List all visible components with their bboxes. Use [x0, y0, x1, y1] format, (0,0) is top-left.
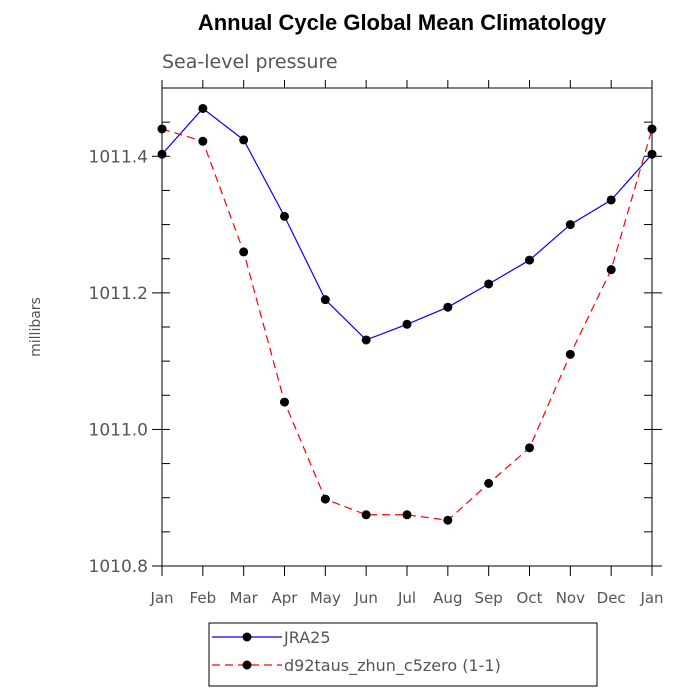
legend-label-2: d92taus_zhun_c5zero (1-1)	[284, 656, 501, 676]
series-1-point	[361, 335, 371, 345]
series-2-point	[402, 510, 412, 520]
y-tick-label: 1011.4	[89, 147, 148, 167]
x-axis: Jan Feb Mar Apr May Jun Jul Aug Sep Oct Nov Dec Jan	[149, 80, 664, 607]
series-1-point	[606, 195, 616, 205]
series-layer	[157, 103, 657, 525]
series-1-point	[198, 103, 208, 113]
x-tick-label: Jan	[149, 589, 173, 607]
x-tick-label: Jun	[353, 589, 377, 607]
legend-label-1: JRA25	[283, 628, 331, 647]
legend-marker-2	[242, 660, 252, 670]
x-tick-label: Feb	[190, 589, 217, 607]
series-1-point	[402, 319, 412, 329]
x-tick-label: Dec	[597, 589, 626, 607]
series-1-point	[280, 211, 289, 221]
x-tick-label: Mar	[230, 589, 259, 607]
legend-box	[208, 622, 598, 687]
x-tick-label: Sep	[475, 589, 503, 607]
chart-subtitle: Sea-level pressure	[162, 51, 338, 73]
legend-marker-1	[242, 632, 252, 642]
series-2-point	[280, 397, 289, 407]
chart-title: Annual Cycle Global Mean Climatology	[198, 10, 607, 35]
x-tick-label: Nov	[556, 589, 585, 607]
series-1-point	[647, 149, 657, 159]
series-1-point	[443, 302, 453, 312]
series-2-point	[647, 124, 657, 134]
x-tick-label: Jan	[639, 589, 663, 607]
series-2-point	[525, 443, 534, 453]
x-tick-label: May	[310, 589, 341, 607]
series-1-point	[239, 135, 249, 145]
y-axis: 1010.8 1011.0 1011.2 1011.4	[89, 87, 662, 577]
series-2-point	[198, 136, 208, 146]
series-2-point	[361, 510, 371, 520]
series-2-point	[484, 478, 494, 488]
series-2-point	[606, 265, 616, 275]
x-tick-label: Jul	[397, 589, 416, 607]
x-tick-label: Oct	[517, 589, 543, 607]
series-1-point	[525, 255, 534, 265]
x-tick-label: Aug	[433, 589, 462, 607]
series-2-point	[443, 515, 453, 525]
legend: JRA25 d92taus_zhun_c5zero (1-1)	[208, 622, 598, 687]
series-1-point	[484, 279, 494, 289]
x-tick-label: Apr	[272, 589, 299, 607]
series-2-point	[157, 124, 167, 134]
series-1-point	[157, 149, 167, 159]
y-tick-label: 1010.8	[89, 557, 148, 577]
series-1-point	[320, 295, 330, 305]
series-2-point	[239, 247, 249, 257]
series-1-point	[565, 220, 575, 230]
y-tick-label: 1011.0	[89, 420, 148, 440]
series-2-point	[565, 349, 575, 359]
series-2-point	[320, 494, 330, 504]
series-line-1	[161, 107, 653, 341]
y-axis-label: millibars	[28, 297, 44, 357]
y-tick-label: 1011.2	[89, 284, 148, 304]
